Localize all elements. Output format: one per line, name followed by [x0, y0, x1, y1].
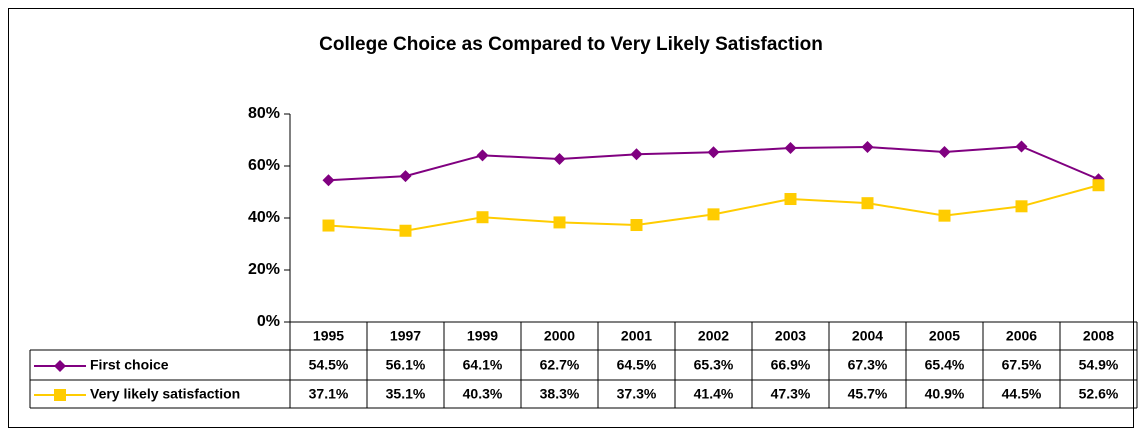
legend-label: Very likely satisfaction [90, 386, 240, 402]
data-point [322, 174, 335, 187]
table-value: 54.9% [1079, 357, 1119, 373]
x-tick-label: 2006 [1006, 328, 1037, 344]
table-value: 64.5% [617, 357, 657, 373]
x-tick-label: 1995 [313, 328, 344, 344]
table-value: 66.9% [771, 357, 811, 373]
chart-title: College Choice as Compared to Very Likel… [319, 34, 823, 55]
table-value: 65.3% [694, 357, 734, 373]
data-point [707, 208, 720, 221]
table-value: 47.3% [771, 386, 811, 402]
data-point [476, 211, 489, 224]
data-point [630, 219, 643, 232]
table-value: 54.5% [309, 357, 349, 373]
table-value: 64.1% [463, 357, 503, 373]
table-value: 45.7% [848, 386, 888, 402]
x-tick-label: 2001 [621, 328, 652, 344]
x-tick-label: 2008 [1083, 328, 1114, 344]
data-point [476, 149, 489, 162]
table-value: 65.4% [925, 357, 965, 373]
table-value: 67.5% [1002, 357, 1042, 373]
data-point [553, 152, 566, 165]
table-value: 56.1% [386, 357, 426, 373]
y-tick-label: 80% [248, 105, 280, 122]
x-tick-label: 2004 [852, 328, 883, 344]
data-point [1015, 140, 1028, 153]
x-tick-label: 2003 [775, 328, 806, 344]
data-point [322, 219, 335, 232]
legend-label: First choice [90, 357, 169, 373]
data-point [553, 216, 566, 229]
data-point [861, 197, 874, 210]
table-value: 62.7% [540, 357, 580, 373]
table-value: 44.5% [1002, 386, 1042, 402]
x-tick-label: 2000 [544, 328, 575, 344]
y-tick-label: 60% [248, 157, 280, 174]
x-tick-label: 1997 [390, 328, 421, 344]
table-value: 52.6% [1079, 386, 1119, 402]
table-value: 41.4% [694, 386, 734, 402]
y-tick-label: 40% [248, 209, 280, 226]
data-point [938, 209, 951, 222]
data-point [938, 145, 951, 158]
data-point [1092, 179, 1105, 192]
table-value: 37.3% [617, 386, 657, 402]
table-value: 40.3% [463, 386, 503, 402]
data-point [1015, 200, 1028, 213]
table-value: 35.1% [386, 386, 426, 402]
data-point [707, 146, 720, 159]
x-tick-label: 1999 [467, 328, 498, 344]
data-point [784, 142, 797, 155]
table-value: 67.3% [848, 357, 888, 373]
legend-marker [54, 360, 66, 372]
legend-marker [54, 389, 66, 401]
data-point [784, 193, 797, 206]
data-point [399, 224, 412, 237]
y-tick-label: 20% [248, 261, 280, 278]
x-tick-label: 2005 [929, 328, 960, 344]
data-point [399, 170, 412, 183]
data-point [630, 148, 643, 161]
table-value: 37.1% [309, 386, 349, 402]
table-value: 40.9% [925, 386, 965, 402]
table-value: 38.3% [540, 386, 580, 402]
data-point [861, 141, 874, 154]
y-tick-label: 0% [257, 313, 280, 330]
x-tick-label: 2002 [698, 328, 729, 344]
